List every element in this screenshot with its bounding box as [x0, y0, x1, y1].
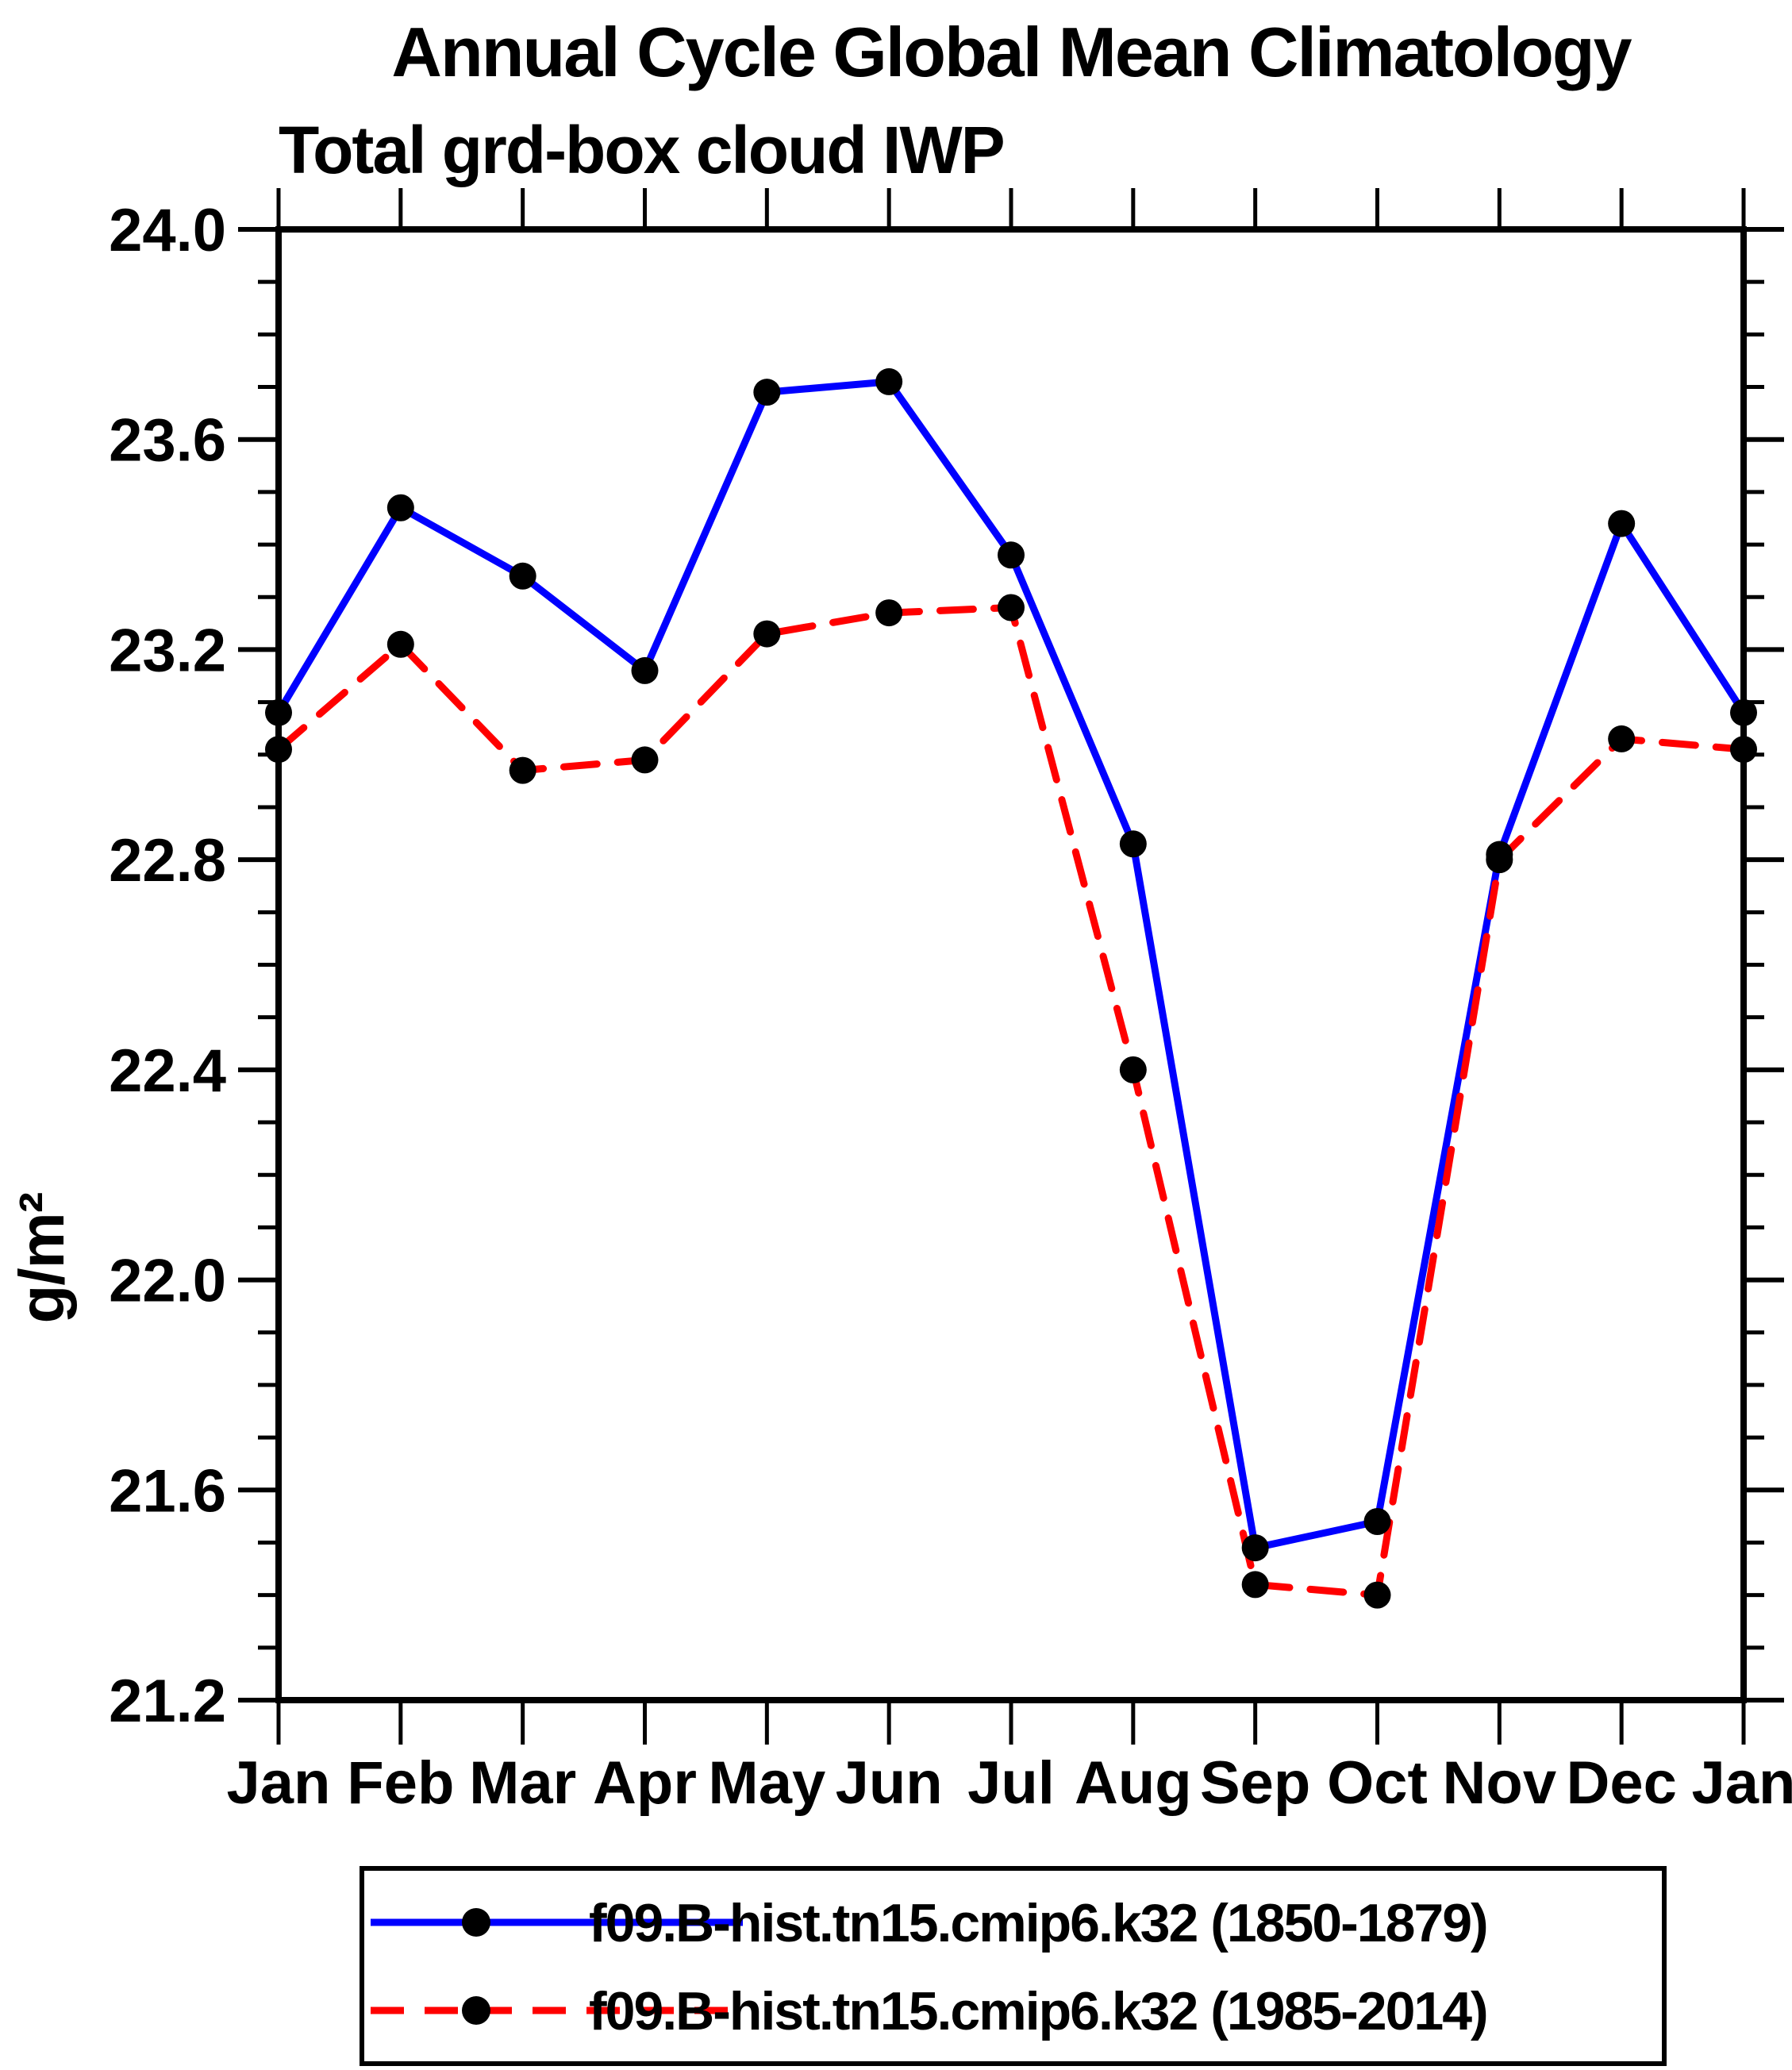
x-tick-label: Jun — [836, 1749, 943, 1817]
data-point-series1 — [998, 541, 1025, 569]
y-tick-label: 22.0 — [109, 1248, 226, 1315]
legend: f09.B-hist.tn15.cmip6.k32 (1850-1879) f0… — [360, 1866, 1667, 2066]
data-point-series2 — [1241, 1571, 1269, 1599]
y-tick-label: 21.2 — [109, 1668, 226, 1735]
legend-box — [360, 1866, 1667, 2066]
data-point-series1 — [386, 494, 414, 521]
y-tick-label: 23.6 — [109, 407, 226, 475]
data-point-series2 — [1730, 736, 1757, 764]
legend-label-series2: f09.B-hist.tn15.cmip6.k32 (1985-2014) — [589, 1981, 1487, 2041]
x-tick-label: Jan — [227, 1749, 331, 1817]
data-point-series2 — [631, 746, 659, 774]
x-tick-label: Nov — [1443, 1749, 1557, 1817]
chart-title: Annual Cycle Global Mean Climatology — [391, 13, 1632, 91]
y-tick-label: 22.8 — [109, 827, 226, 895]
data-point-series2 — [1486, 846, 1513, 874]
x-tick-label: Jan — [1692, 1749, 1792, 1817]
y-tick-label: 24.0 — [109, 197, 226, 264]
x-tick-label: Sep — [1200, 1749, 1310, 1817]
x-tick-label: Jul — [967, 1749, 1055, 1817]
y-tick-label: 23.2 — [109, 617, 226, 684]
data-point-series2 — [753, 620, 781, 648]
data-point-series1 — [509, 562, 536, 590]
chart-subtitle: Total grd-box cloud IWP — [279, 113, 1004, 187]
legend-marker-series1 — [462, 1908, 490, 1937]
data-point-series1 — [265, 698, 292, 726]
data-point-series2 — [1119, 1056, 1147, 1083]
legend-label-series1: f09.B-hist.tn15.cmip6.k32 (1850-1879) — [589, 1893, 1487, 1953]
data-point-series1 — [1730, 698, 1757, 726]
y-tick-label: 21.6 — [109, 1457, 226, 1525]
series-line-2 — [275, 603, 1748, 1599]
x-tick-label: Apr — [593, 1749, 697, 1817]
x-tick-label: Feb — [347, 1749, 454, 1817]
x-tick-label: May — [708, 1749, 825, 1817]
data-point-series2 — [1608, 725, 1636, 752]
x-tick-label: Oct — [1327, 1749, 1428, 1817]
x-tick-label: Dec — [1566, 1749, 1676, 1817]
data-point-series1 — [1119, 830, 1147, 858]
data-point-series1 — [753, 379, 781, 406]
y-axis-label: g/m² — [6, 1193, 77, 1324]
data-point-series2 — [386, 630, 414, 658]
data-point-series1 — [1363, 1507, 1391, 1535]
y-tick-label: 22.4 — [109, 1037, 226, 1105]
data-point-series2 — [875, 599, 903, 627]
data-point-series1 — [1241, 1534, 1269, 1562]
data-point-series2 — [998, 594, 1025, 621]
data-point-series2 — [265, 736, 292, 764]
data-point-series1 — [875, 367, 903, 395]
data-point-series1 — [631, 656, 659, 684]
plot-area: Jan Feb Mar Apr May Jun Jul Aug Sep Oct Nov Dec Jan2… — [109, 188, 1792, 1817]
plot-frame — [275, 226, 1747, 1703]
data-point-series2 — [1363, 1581, 1391, 1609]
data-point-series1 — [1608, 510, 1636, 537]
legend-marker-series2 — [462, 1996, 490, 2025]
x-tick-label: Mar — [469, 1749, 576, 1817]
x-tick-label: Aug — [1075, 1749, 1192, 1817]
data-point-series2 — [509, 756, 536, 784]
